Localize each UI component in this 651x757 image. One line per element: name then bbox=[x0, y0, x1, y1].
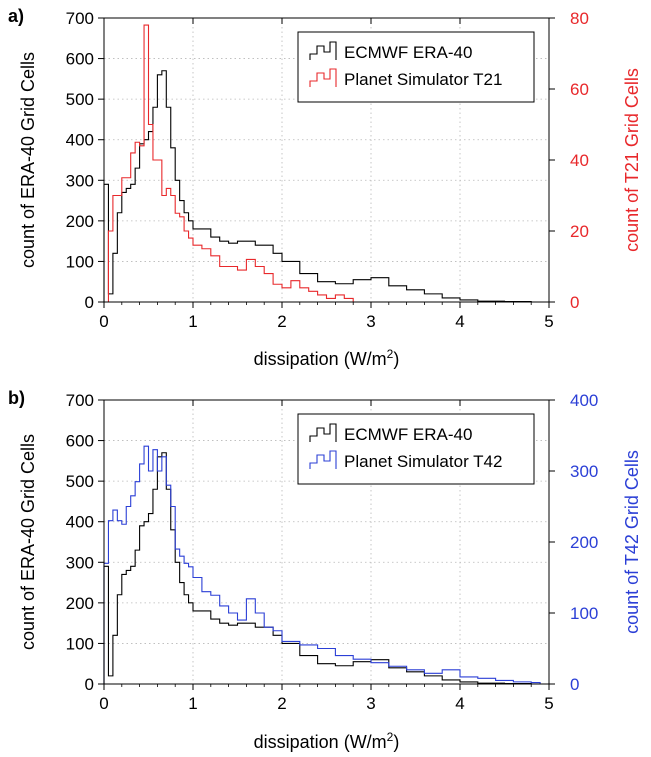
y-axis-title: count of ERA-40 Grid Cells bbox=[18, 434, 38, 650]
y-tick-label: 300 bbox=[66, 171, 94, 190]
x-tick-label: 4 bbox=[455, 312, 464, 331]
x-tick-label: 0 bbox=[99, 694, 108, 713]
y-tick-label: 600 bbox=[66, 50, 94, 69]
y2-tick-label: 60 bbox=[570, 80, 589, 99]
x-tick-label: 2 bbox=[277, 694, 286, 713]
x-tick-label: 4 bbox=[455, 694, 464, 713]
y2-tick-label: 0 bbox=[570, 293, 579, 312]
x-tick-label: 0 bbox=[99, 312, 108, 331]
y2-tick-label: 400 bbox=[570, 391, 598, 410]
y2-tick-label: 200 bbox=[570, 533, 598, 552]
y-tick-label: 200 bbox=[66, 212, 94, 231]
y2-axis-title: count of T42 Grid Cells bbox=[622, 450, 642, 634]
legend-box bbox=[297, 31, 535, 103]
y-tick-label: 500 bbox=[66, 90, 94, 109]
y-tick-label: 700 bbox=[66, 391, 94, 410]
legend-swatch bbox=[309, 41, 337, 60]
series-line-planet-simulator bbox=[104, 24, 363, 303]
y-tick-label: 400 bbox=[66, 513, 94, 532]
y-tick-label: 0 bbox=[85, 293, 94, 312]
y2-tick-label: 100 bbox=[570, 604, 598, 623]
legend-swatch bbox=[309, 68, 337, 87]
x-tick-label: 1 bbox=[188, 312, 197, 331]
x-axis-title: dissipation (W/m2) bbox=[254, 730, 400, 752]
legend-box bbox=[297, 413, 535, 485]
y2-tick-label: 40 bbox=[570, 151, 589, 170]
legend-swatch bbox=[309, 450, 337, 469]
y-tick-label: 200 bbox=[66, 594, 94, 613]
y-tick-label: 0 bbox=[85, 675, 94, 694]
y-tick-label: 700 bbox=[66, 9, 94, 28]
x-tick-label: 5 bbox=[544, 312, 553, 331]
y-tick-label: 300 bbox=[66, 553, 94, 572]
y2-tick-label: 300 bbox=[570, 462, 598, 481]
y-tick-label: 400 bbox=[66, 131, 94, 150]
y-axis-title: count of ERA-40 Grid Cells bbox=[18, 52, 38, 268]
legend-label: ECMWF ERA-40 bbox=[344, 43, 472, 62]
chart-panel-b: 0 1 2 3 4 50100200300400500600700010020030040… bbox=[8, 388, 642, 752]
x-tick-label: 3 bbox=[366, 312, 375, 331]
x-tick-label: 2 bbox=[277, 312, 286, 331]
y-tick-label: 500 bbox=[66, 472, 94, 491]
legend-label: ECMWF ERA-40 bbox=[344, 425, 472, 444]
y2-axis-title: count of T21 Grid Cells bbox=[622, 68, 642, 252]
x-axis-title: dissipation (W/m2) bbox=[254, 347, 400, 369]
legend-label: Planet Simulator T21 bbox=[344, 70, 502, 89]
x-axis-title-text: dissipation (W/m bbox=[254, 349, 387, 369]
legend-swatch bbox=[309, 423, 337, 442]
panel-label: b) bbox=[8, 388, 25, 408]
x-axis-title-tail: ) bbox=[393, 732, 399, 752]
x-tick-label: 1 bbox=[188, 694, 197, 713]
x-tick-label: 3 bbox=[366, 694, 375, 713]
y2-tick-label: 80 bbox=[570, 9, 589, 28]
y2-tick-label: 0 bbox=[570, 675, 579, 694]
y2-tick-label: 20 bbox=[570, 222, 589, 241]
y-tick-label: 600 bbox=[66, 432, 94, 451]
panel-label: a) bbox=[8, 6, 24, 26]
y-tick-label: 100 bbox=[66, 634, 94, 653]
x-axis-title-text: dissipation (W/m bbox=[254, 732, 387, 752]
y-tick-label: 100 bbox=[66, 252, 94, 271]
series-line-planet-simulator bbox=[103, 445, 541, 684]
x-axis-title-tail: ) bbox=[393, 349, 399, 369]
legend-label: Planet Simulator T42 bbox=[344, 452, 502, 471]
x-axis-title-superscript: 2 bbox=[387, 730, 394, 744]
x-tick-label: 5 bbox=[544, 694, 553, 713]
chart-panel-a: 0 1 2 3 4 50100200300400500600700020406080a)d… bbox=[8, 6, 642, 369]
series-line-era40 bbox=[103, 452, 541, 685]
x-axis-title-superscript: 2 bbox=[387, 347, 394, 361]
series-line-era40 bbox=[103, 70, 541, 303]
